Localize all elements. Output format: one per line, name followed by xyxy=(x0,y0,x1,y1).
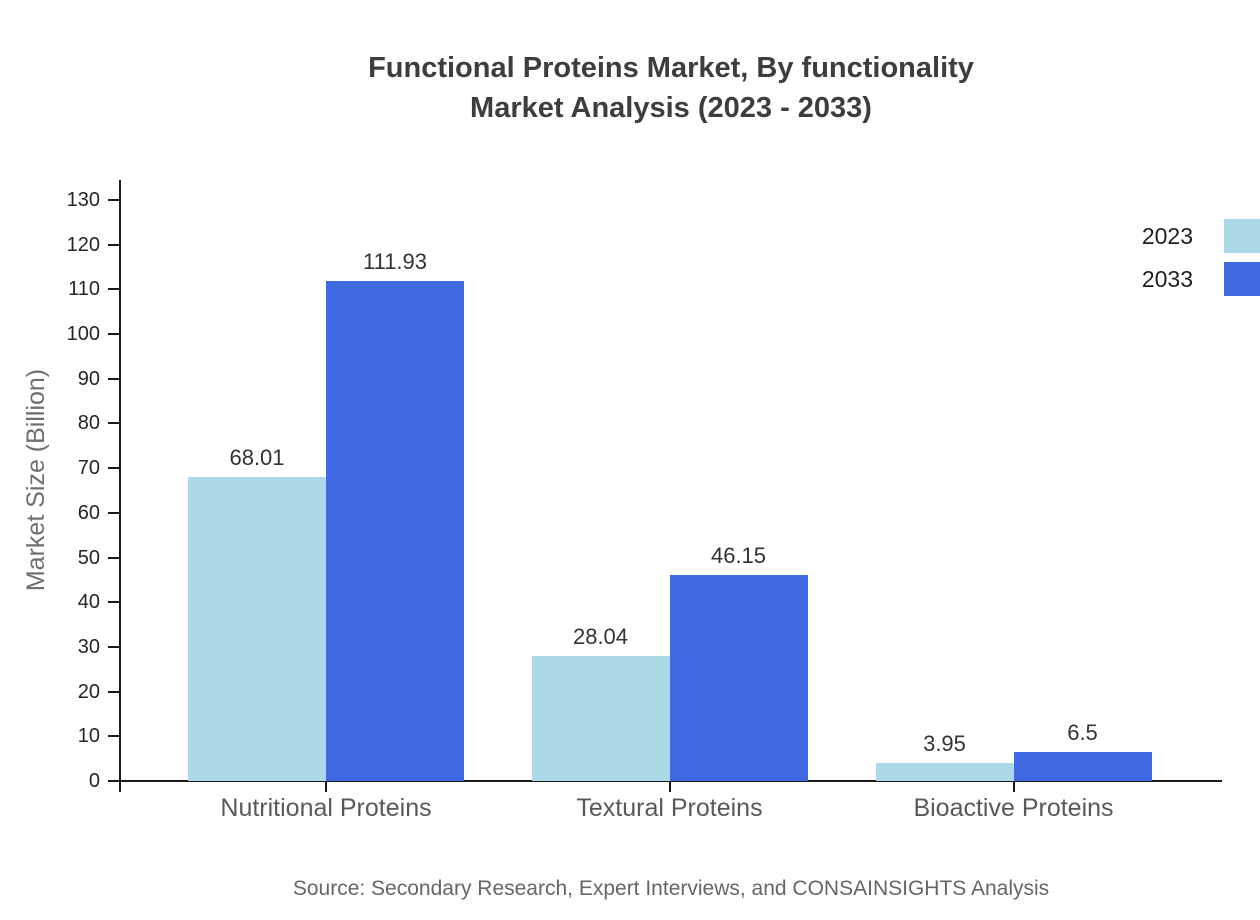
bar-value-label: 46.15 xyxy=(710,542,767,568)
y-axis-tick xyxy=(108,377,119,380)
y-axis-tick xyxy=(108,199,119,201)
y-axis-tick xyxy=(108,780,119,782)
y-axis-tick xyxy=(108,467,119,470)
x-axis-tick xyxy=(325,781,327,792)
y-axis-tick xyxy=(108,645,119,648)
y-axis-tick-label: 50 xyxy=(77,546,100,569)
y-axis-tick xyxy=(108,511,119,514)
bar-value-label: 28.04 xyxy=(572,623,629,649)
y-axis-tick xyxy=(108,422,119,425)
bar-2023 xyxy=(875,763,1014,781)
y-axis-tick xyxy=(108,556,119,559)
y-axis-tick-label: 120 xyxy=(66,233,100,256)
bar-2033 xyxy=(326,280,464,781)
plot-area: 0 10 20 30 40 50 60 70 80 90 100 110 120 130 68.01 111.… xyxy=(67,180,1222,822)
bar-2023 xyxy=(188,477,326,781)
y-axis-line xyxy=(119,180,121,792)
bar-2023 xyxy=(531,655,670,781)
y-axis-tick xyxy=(108,601,119,604)
chart-title-line1: Functional Proteins Market, By functiona… xyxy=(368,52,974,84)
bar-value-label: 68.01 xyxy=(229,445,285,471)
legend-label: 2023 xyxy=(1141,222,1193,249)
x-axis-tick xyxy=(1012,781,1015,792)
x-axis-line xyxy=(108,780,1222,782)
y-axis-tick xyxy=(108,735,119,738)
x-axis-category-label: Textural Proteins xyxy=(576,794,763,822)
y-axis-tick-label: 90 xyxy=(77,367,100,390)
legend-label: 2033 xyxy=(1141,265,1193,292)
legend-item: 2023 xyxy=(1142,219,1260,253)
y-axis-tick-label: 40 xyxy=(77,591,100,614)
bar-2033 xyxy=(669,574,808,781)
y-axis-tick-label: 20 xyxy=(77,680,100,703)
y-axis-tick xyxy=(108,690,119,693)
bar-2033 xyxy=(1013,751,1152,781)
y-axis-tick-label: 70 xyxy=(77,457,100,480)
x-axis-category-label: Bioactive Proteins xyxy=(913,794,1114,822)
y-axis-tick-label: 0 xyxy=(88,770,100,792)
bar-value-label: 3.95 xyxy=(923,731,966,757)
source-note: Source: Secondary Research, Expert Inter… xyxy=(292,877,1050,900)
legend: 2023 2033 xyxy=(1142,219,1260,296)
legend-swatch xyxy=(1224,219,1260,253)
legend-item: 2033 xyxy=(1142,262,1260,296)
y-axis-tick xyxy=(108,333,119,336)
y-axis-tick xyxy=(108,243,119,246)
y-axis-tick-label: 60 xyxy=(77,501,100,524)
y-axis-tick-label: 110 xyxy=(68,278,100,301)
chart-title-line2: Market Analysis (2023 - 2033) xyxy=(470,92,872,124)
y-axis-tick-label: 30 xyxy=(77,635,100,658)
chart-title: Functional Proteins Market, By functiona… xyxy=(120,48,1222,128)
bar-value-label: 6.5 xyxy=(1067,719,1098,745)
y-axis-tick-label: 80 xyxy=(77,412,100,435)
y-axis-tick-label: 130 xyxy=(66,189,100,211)
x-axis-tick xyxy=(668,781,671,792)
bar-value-label: 111.93 xyxy=(362,248,428,274)
y-axis-tick-label: 100 xyxy=(66,323,100,346)
x-axis-category-label: Nutritional Proteins xyxy=(220,794,432,822)
y-axis-tick xyxy=(108,288,119,291)
legend-swatch xyxy=(1224,262,1260,296)
y-axis-tick-label: 10 xyxy=(77,725,100,748)
